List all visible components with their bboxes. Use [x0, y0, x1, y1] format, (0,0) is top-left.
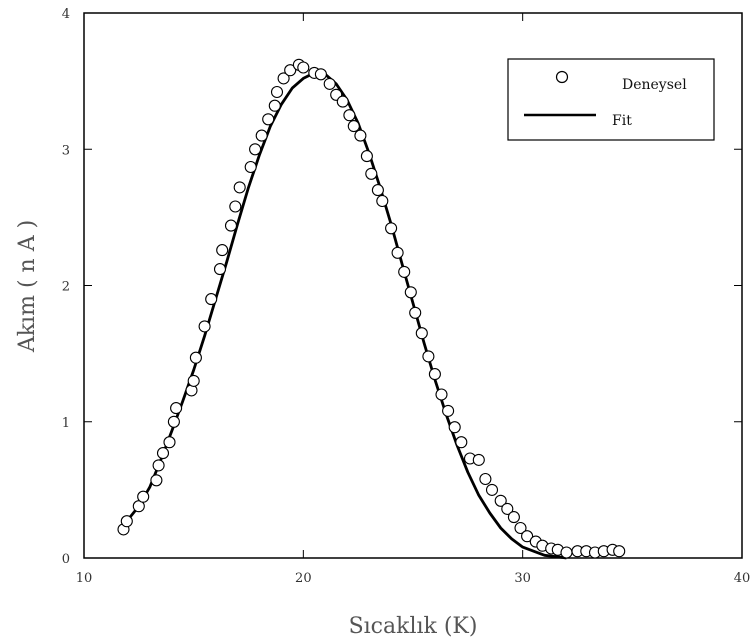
- x-tick-label: 20: [295, 571, 312, 586]
- deneysel-data-point: [371, 184, 384, 197]
- deneysel-data-point: [167, 415, 180, 428]
- x-axis-title: Sıcaklık (K): [349, 614, 478, 639]
- deneysel-data-point: [385, 222, 398, 235]
- deneysel-data-point: [391, 246, 404, 259]
- x-tick-label: 30: [514, 571, 531, 586]
- deneysel-data-point: [428, 368, 441, 381]
- deneysel-data-point: [297, 61, 310, 74]
- deneysel-data-point: [613, 545, 626, 558]
- deneysel-data-point: [284, 64, 297, 77]
- deneysel-data-point: [494, 494, 507, 507]
- deneysel-data-point: [354, 129, 367, 142]
- markers-layer: [117, 58, 626, 559]
- legend-fit-label: Fit: [612, 113, 632, 129]
- deneysel-data-point: [336, 95, 349, 108]
- ticks-layer: 10 20 30 40 0 1 2 3 4: [62, 7, 751, 586]
- deneysel-data-point: [229, 200, 242, 213]
- deneysel-data-point: [560, 546, 573, 559]
- legend: Deneysel Fit: [507, 58, 715, 141]
- deneysel-data-point: [205, 293, 218, 306]
- deneysel-data-point: [323, 77, 336, 90]
- deneysel-data-point: [398, 265, 411, 278]
- deneysel-data-point: [163, 436, 176, 449]
- deneysel-data-point: [120, 515, 133, 528]
- y-tick-label: 1: [62, 416, 70, 431]
- deneysel-data-point: [376, 194, 389, 208]
- deneysel-data-point: [244, 160, 257, 174]
- deneysel-data-point: [216, 244, 229, 257]
- fit-series-line: [122, 71, 567, 560]
- deneysel-data-point: [314, 68, 327, 81]
- legend-deneysel-marker: [555, 70, 569, 84]
- legend-box: [507, 58, 715, 141]
- deneysel-data-point: [347, 120, 360, 133]
- deneysel-data-point: [255, 129, 268, 142]
- deneysel-data-point: [213, 263, 227, 276]
- legend-deneysel-label: Deneysel: [622, 77, 687, 93]
- deneysel-data-point: [189, 351, 202, 364]
- x-tick-label: 10: [76, 571, 93, 586]
- deneysel-data-point: [152, 459, 165, 472]
- deneysel-data-point: [268, 99, 281, 112]
- deneysel-data-point: [233, 181, 246, 194]
- deneysel-data-point: [156, 447, 170, 460]
- deneysel-data-point: [343, 109, 356, 122]
- deneysel-data-point: [198, 320, 211, 333]
- deneysel-data-point: [270, 85, 284, 99]
- deneysel-data-point: [435, 388, 448, 401]
- deneysel-data-point: [455, 436, 468, 449]
- deneysel-data-point: [521, 530, 534, 543]
- deneysel-data-point: [249, 143, 262, 156]
- deneysel-data-point: [224, 219, 238, 232]
- deneysel-data-point: [409, 306, 422, 319]
- y-tick-label: 4: [62, 7, 70, 22]
- x-tick-label: 40: [734, 571, 751, 586]
- deneysel-data-point: [187, 374, 200, 387]
- deneysel-data-point: [507, 511, 520, 524]
- deneysel-data-point: [262, 113, 275, 126]
- deneysel-data-point: [415, 327, 428, 340]
- deneysel-data-point: [170, 402, 183, 415]
- deneysel-data-point: [448, 421, 461, 434]
- deneysel-data-point: [404, 286, 417, 299]
- deneysel-data-point: [277, 72, 290, 85]
- y-axis-title: Akım ( n A ): [15, 220, 40, 353]
- deneysel-data-point: [485, 483, 499, 496]
- deneysel-data-point: [422, 350, 435, 363]
- deneysel-data-point: [501, 502, 514, 515]
- fit-layer: [122, 71, 567, 560]
- deneysel-data-point: [150, 474, 163, 487]
- deneysel-data-point: [472, 453, 485, 466]
- y-tick-label: 3: [62, 143, 70, 158]
- y-tick-label: 0: [62, 552, 70, 567]
- deneysel-data-point: [360, 150, 373, 163]
- deneysel-data-point: [442, 404, 455, 417]
- deneysel-data-point: [137, 490, 150, 503]
- deneysel-data-point: [365, 167, 378, 180]
- deneysel-data-point: [479, 472, 492, 486]
- deneysel-data-point: [514, 521, 527, 535]
- y-tick-label: 2: [62, 280, 70, 295]
